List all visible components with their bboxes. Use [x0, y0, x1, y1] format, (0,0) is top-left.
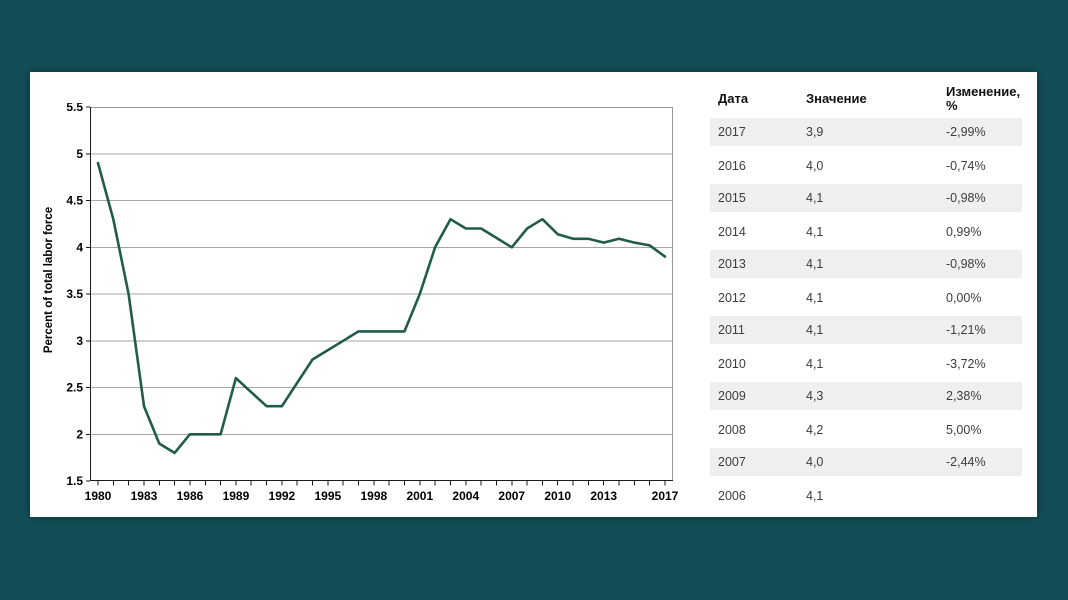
x-tick-label: 1989 — [223, 489, 250, 503]
x-tick-label: 2001 — [406, 489, 433, 503]
table-row: 2013 4,1 -0,98% — [710, 248, 1022, 281]
row-value: 4,1 — [798, 182, 938, 215]
row-value: 4,1 — [806, 224, 824, 239]
row-date: 2015 — [710, 182, 798, 215]
row-date: 2014 — [718, 224, 746, 239]
row-change: -0,74% — [946, 158, 986, 173]
row-date: 2009 — [710, 380, 798, 413]
row-change: -2,99% — [938, 116, 1022, 149]
table-row: 2006 4,1 — [710, 479, 1022, 512]
table-row: 2012 4,1 0,00% — [710, 281, 1022, 314]
x-tick-label: 2017 — [652, 489, 679, 503]
y-tick-label: 2.5 — [66, 381, 83, 395]
row-change: 0,00% — [946, 290, 982, 305]
row-value: 4,3 — [798, 380, 938, 413]
row-date: 2017 — [710, 116, 798, 149]
row-date: 2006 — [718, 488, 746, 503]
row-date: 2013 — [710, 248, 798, 281]
row-change: 5,00% — [946, 422, 982, 437]
table-row: 2016 4,0 -0,74% — [710, 149, 1022, 182]
table-header-row: Дата Значение Изменение, % — [710, 82, 1022, 116]
y-tick-label: 3 — [76, 334, 83, 348]
row-date: 2007 — [710, 446, 798, 479]
x-tick-label: 1995 — [315, 489, 342, 503]
x-tick-label: 2010 — [544, 489, 571, 503]
row-value: 4,1 — [806, 356, 824, 371]
row-value: 4,1 — [798, 314, 938, 347]
table-row: 2011 4,1 -1,21% — [710, 314, 1022, 347]
row-value: 4,2 — [806, 422, 824, 437]
row-change: 2,38% — [938, 380, 1022, 413]
x-tick-label: 1992 — [269, 489, 296, 503]
table-row: 2007 4,0 -2,44% — [710, 446, 1022, 479]
row-date: 2012 — [718, 290, 746, 305]
row-change: -3,72% — [946, 356, 986, 371]
x-tick-label: 1986 — [177, 489, 204, 503]
y-tick-label: 2 — [76, 427, 83, 441]
header-change: Изменение, % — [946, 83, 1021, 113]
x-tick-label: 2007 — [498, 489, 525, 503]
row-change — [938, 479, 1022, 512]
row-change: -0,98% — [938, 182, 1022, 215]
y-tick-label: 5.5 — [66, 103, 83, 114]
table-row: 2015 4,1 -0,98% — [710, 182, 1022, 215]
row-change: -2,44% — [938, 446, 1022, 479]
table-row: 2010 4,1 -3,72% — [710, 347, 1022, 380]
row-date: 2016 — [718, 158, 746, 173]
row-value: 4,0 — [806, 158, 824, 173]
y-tick-label: 5 — [76, 147, 83, 161]
x-tick-label: 1998 — [360, 489, 387, 503]
y-tick-label: 4.5 — [66, 194, 83, 208]
header-date: Дата — [718, 90, 749, 106]
table-row: 2009 4,3 2,38% — [710, 380, 1022, 413]
x-tick-label: 2013 — [590, 489, 617, 503]
content-card: Percent of total labor force 5.5 5 4.5 4 3.5… — [30, 72, 1037, 517]
line-chart: Percent of total labor force 5.5 5 4.5 4 3.5… — [30, 72, 706, 517]
row-change: 0,99% — [946, 224, 982, 239]
row-value: 4,1 — [806, 488, 824, 503]
x-tick-label: 1980 — [85, 489, 112, 503]
x-tick-label: 2004 — [452, 489, 479, 503]
data-table: Дата Значение Изменение, % 2017 3,9 -2,99%… — [710, 82, 1022, 512]
row-change: -1,21% — [938, 314, 1022, 347]
row-value: 4,1 — [806, 290, 824, 305]
row-date: 2011 — [710, 314, 798, 347]
table-row: 2008 4,2 5,00% — [710, 413, 1022, 446]
row-date: 2010 — [718, 356, 746, 371]
row-change: -0,98% — [938, 248, 1022, 281]
y-tick-label: 1.5 — [66, 474, 83, 488]
row-value: 3,9 — [798, 116, 938, 149]
data-table-panel: Дата Значение Изменение, % 2017 3,9 -2,99%… — [710, 82, 1030, 512]
table-row: 2014 4,1 0,99% — [710, 215, 1022, 248]
y-tick-label: 3.5 — [66, 287, 83, 301]
row-date: 2008 — [718, 422, 746, 437]
row-value: 4,0 — [798, 446, 938, 479]
y-tick-label: 4 — [76, 240, 83, 254]
table-row: 2017 3,9 -2,99% — [710, 116, 1022, 149]
chart-line — [96, 161, 667, 455]
header-value: Значение — [806, 90, 867, 106]
row-value: 4,1 — [798, 248, 938, 281]
x-tick-label: 1983 — [131, 489, 158, 503]
